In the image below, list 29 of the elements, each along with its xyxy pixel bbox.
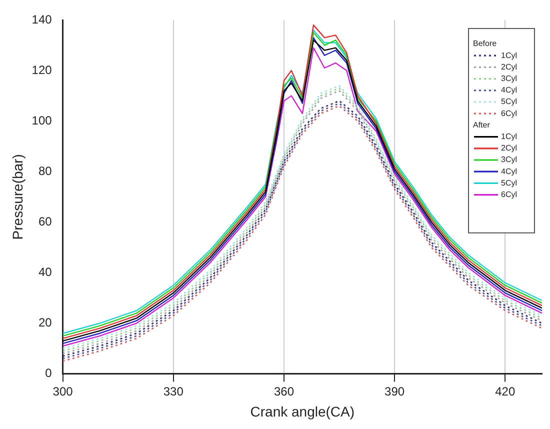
legend-label: 2Cyl	[501, 144, 518, 153]
legend-label: 1Cyl	[501, 132, 518, 142]
legend-label: 4Cyl	[501, 166, 518, 176]
legend-label: 3Cyl	[501, 74, 518, 84]
legend-label: 4Cyl	[501, 86, 518, 95]
y-tick-label: 0	[45, 366, 52, 380]
x-tick-label: 330	[163, 384, 184, 398]
y-tick-label: 60	[38, 214, 52, 228]
x-axis-title: Crank angle(CA)	[250, 403, 355, 420]
y-tick-label: 40	[38, 265, 52, 280]
x-tick-label: 390	[384, 384, 405, 398]
x-tick-label: 420	[495, 384, 516, 398]
legend-title: Before	[473, 39, 498, 48]
legend-label: 2Cyl	[501, 62, 518, 72]
legend-label: 6Cyl	[501, 108, 518, 118]
y-tick-label: 120	[32, 62, 52, 77]
legend-label: 3Cyl	[501, 155, 518, 164]
y-axis-title: Pressure(bar)	[9, 154, 26, 240]
x-tick-label: 360	[274, 384, 294, 398]
legend-label: 6Cyl	[501, 190, 518, 200]
y-tick-label: 140	[32, 12, 52, 26]
legend-label: 5Cyl	[501, 178, 518, 188]
legend-label: 1Cyl	[501, 50, 518, 60]
y-tick-label: 80	[38, 164, 52, 178]
annotation: After	[473, 120, 490, 130]
y-tick-label: 20	[38, 316, 52, 330]
legend-label: 5Cyl	[501, 97, 518, 106]
x-tick-label: 300	[52, 384, 74, 398]
y-tick-label: 100	[32, 113, 52, 128]
